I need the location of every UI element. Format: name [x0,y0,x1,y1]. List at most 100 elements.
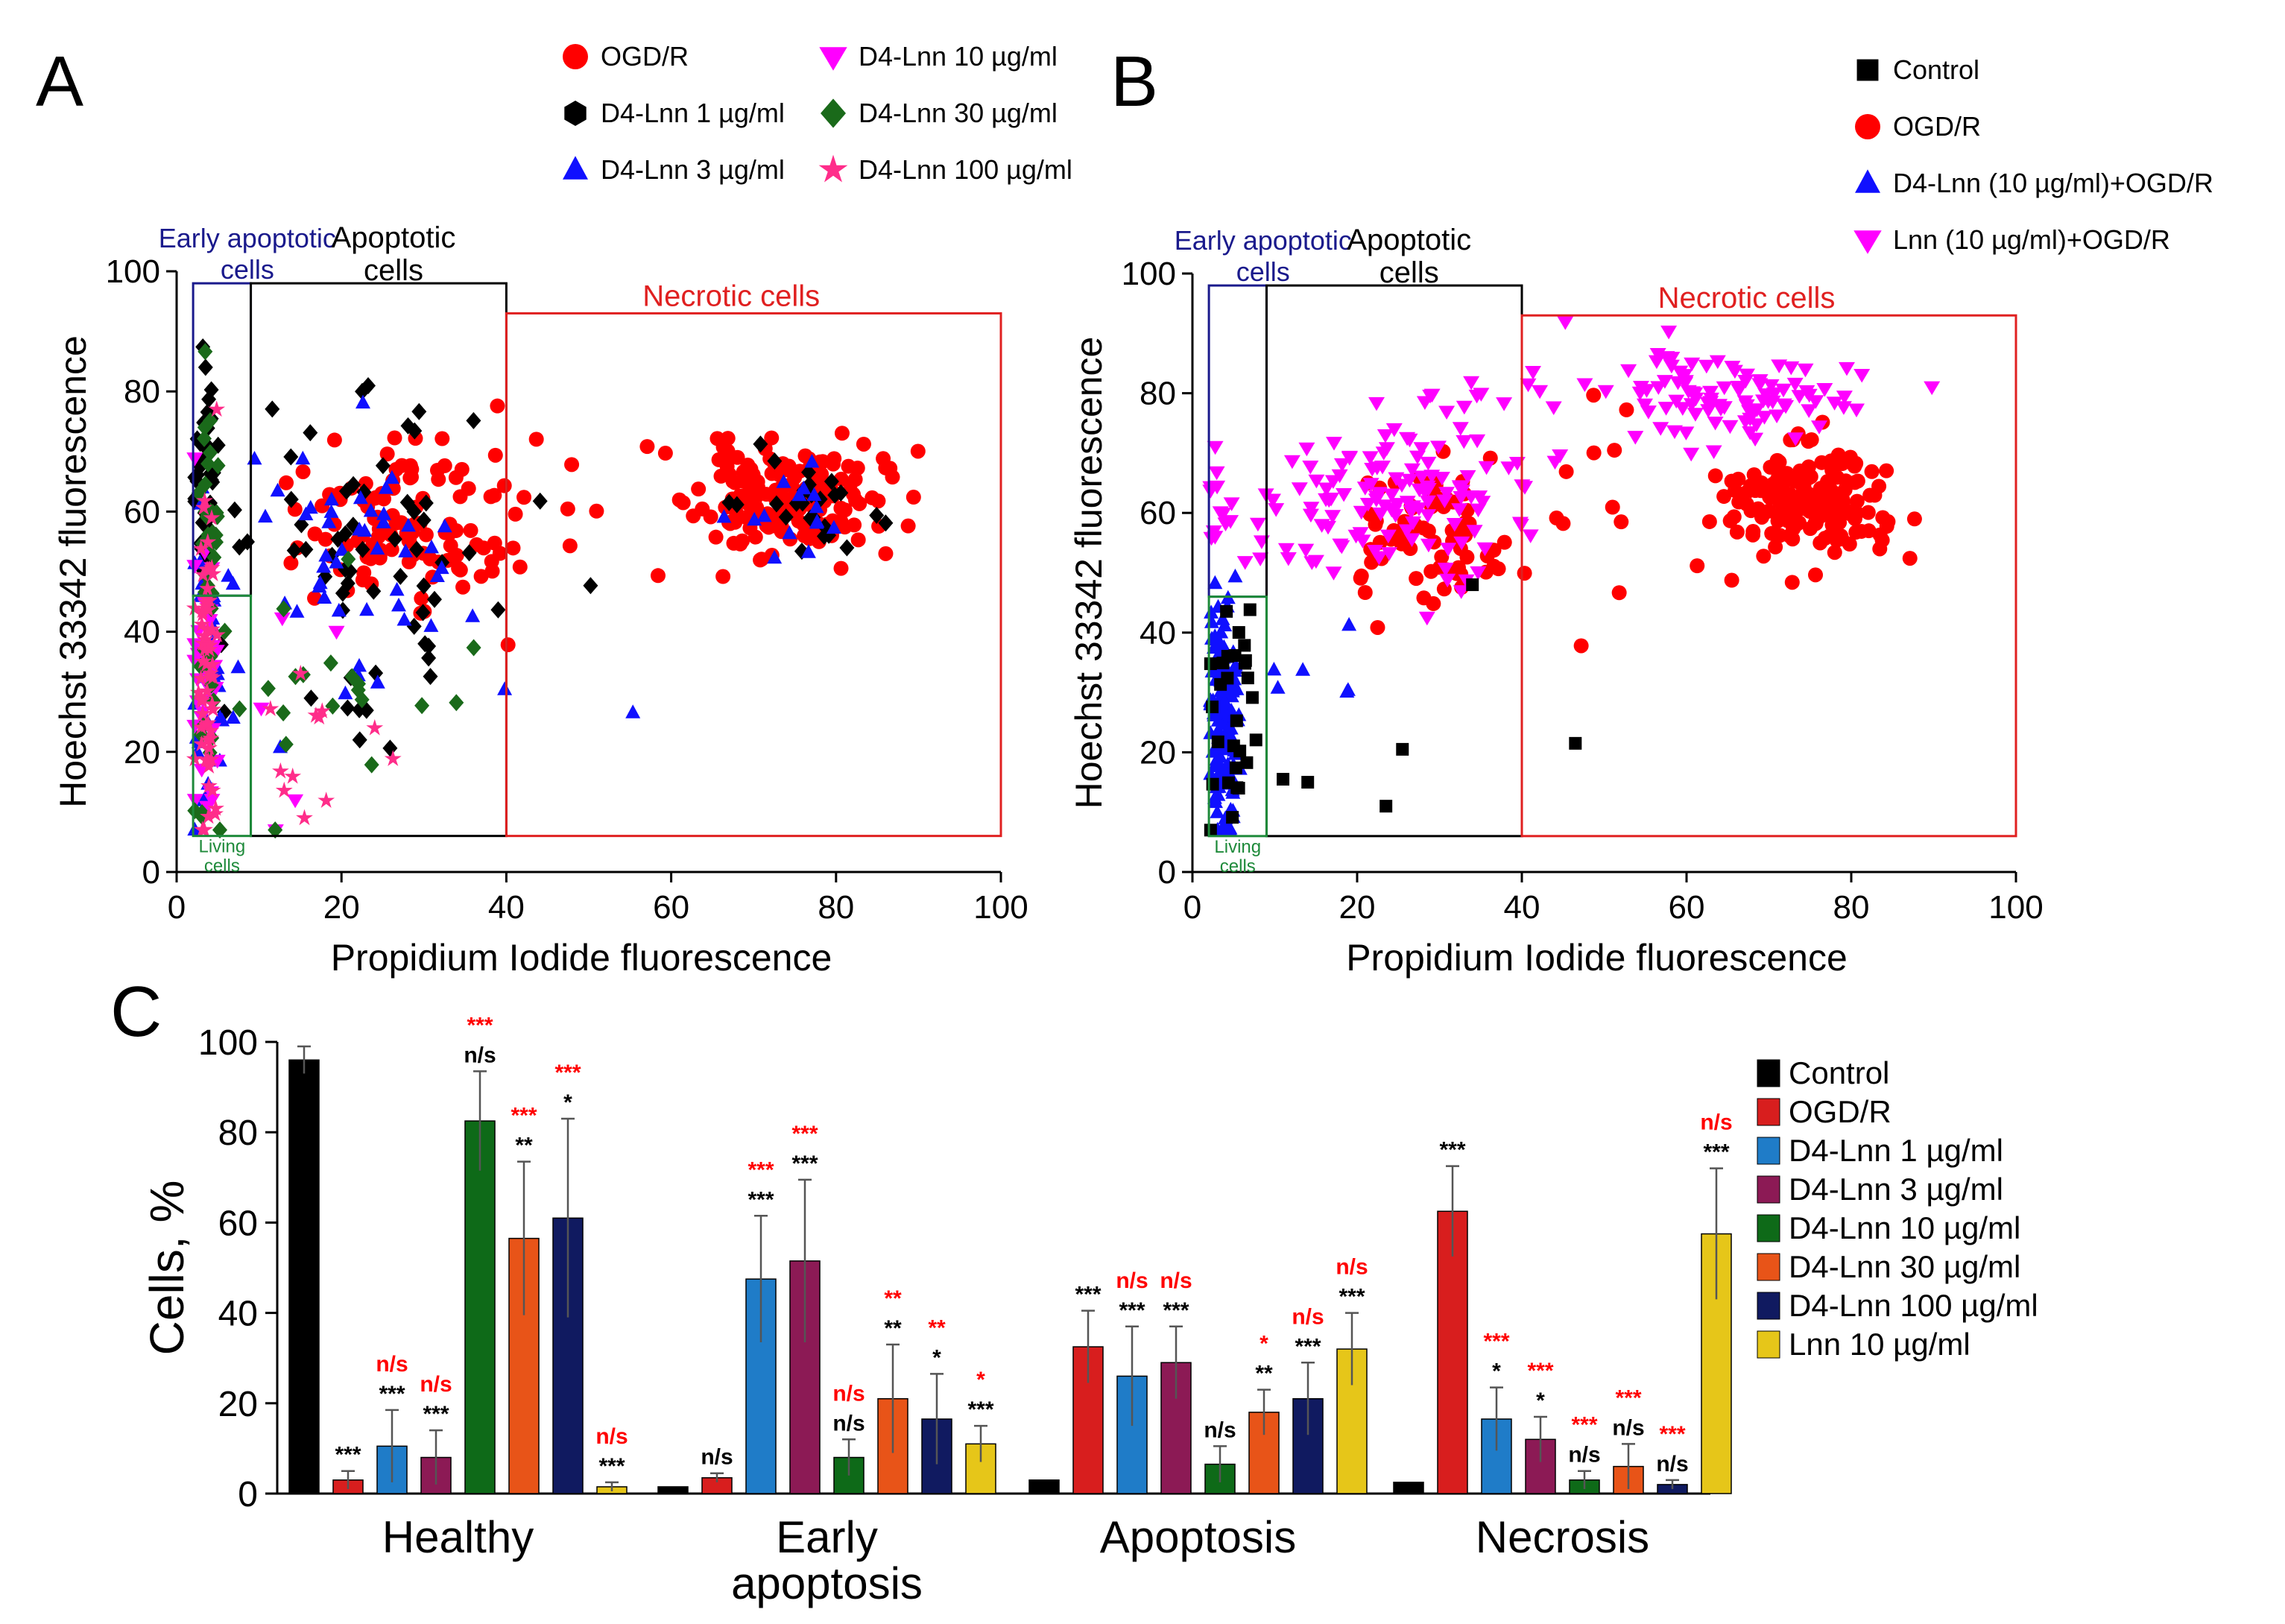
data-point [192,540,210,557]
data-point [1700,404,1717,418]
data-point [466,639,481,657]
significance-black: *** [1075,1283,1101,1307]
data-point [403,470,419,485]
data-point [393,567,408,585]
data-point [187,469,203,486]
data-point [1243,603,1257,616]
data-point [1209,480,1226,495]
data-point [1217,761,1233,776]
data-point [906,490,921,505]
data-point [204,565,222,581]
data-point [197,560,215,578]
legend-marker [563,44,588,69]
data-point [303,499,318,514]
data-point [351,675,366,692]
bar [464,1120,496,1494]
x-tick-label: 80 [1833,889,1870,926]
data-point [1214,677,1227,691]
y-tick-label: 80 [218,1113,258,1153]
data-point [198,580,216,596]
data-point [1470,566,1487,581]
data-point [1820,474,1836,490]
data-point [516,490,532,505]
data-point [1436,494,1453,508]
legend-swatch [1757,1059,1780,1087]
data-point [691,481,707,497]
data-point [1729,524,1745,540]
data-point [207,799,224,816]
data-point [1829,494,1845,510]
significance-red: *** [467,1013,493,1037]
data-point [1302,461,1319,475]
data-point [416,577,432,595]
legend-swatch [1757,1137,1780,1165]
data-point [1656,375,1673,389]
data-point [1835,401,1852,415]
data-point [1709,355,1726,370]
data-point [1864,464,1880,479]
data-point [1241,672,1254,685]
x-axis-label: Propidium Iodide fluorescence [1346,937,1848,979]
data-point [1767,525,1783,541]
data-point [418,494,434,512]
data-point [370,540,385,555]
data-point [1377,429,1394,443]
data-point [1804,432,1819,448]
data-point [196,627,214,644]
data-point [1474,496,1491,510]
data-point [195,652,212,669]
data-point [409,540,425,558]
data-point [1824,463,1840,478]
data-point [719,458,735,474]
legend-label: OGD/R [1893,111,1981,142]
data-point [910,443,926,459]
data-point [268,821,283,839]
data-point [1783,361,1800,376]
data-point [335,584,350,602]
data-point [378,480,394,494]
data-point [1743,478,1759,493]
data-point [1684,357,1701,372]
data-point [1298,442,1315,457]
data-point [203,381,219,399]
data-point [449,522,464,538]
data-point [338,685,353,700]
data-point [1787,432,1804,446]
data-point [484,563,500,579]
data-point [1240,756,1254,769]
data-point [1801,459,1816,475]
y-tick-label: 40 [1140,615,1176,651]
significance-red: *** [1615,1386,1641,1410]
gate-label-apoptotic: Apoptotic [1347,224,1471,256]
data-point [1867,487,1883,503]
data-point [1232,626,1245,639]
data-point [325,697,341,715]
data-point [1466,525,1483,539]
data-point [342,562,358,580]
data-point [466,411,481,429]
data-point [1341,616,1357,631]
significance-black: *** [1439,1138,1465,1163]
data-point [1207,639,1221,654]
data-point [1674,402,1691,416]
data-point [265,400,280,418]
data-point [1207,790,1222,804]
data-point [1924,381,1941,396]
data-point [202,721,220,739]
data-point [1478,461,1495,475]
data-point [1768,539,1783,555]
data-point [1325,566,1342,581]
data-point [357,522,373,537]
data-point [1227,568,1243,583]
data-point [338,525,353,543]
data-point [1401,473,1418,488]
legend-label: Lnn (10 µg/ml)+OGD/R [1893,224,2170,255]
data-point [1677,375,1694,389]
data-point [1210,713,1226,727]
data-point [232,700,247,718]
data-point [1295,662,1311,676]
legend-label: D4-Lnn 100 µg/ml [859,154,1072,185]
data-point [189,683,207,701]
y-tick-label: 80 [124,373,160,410]
data-point [376,514,391,528]
